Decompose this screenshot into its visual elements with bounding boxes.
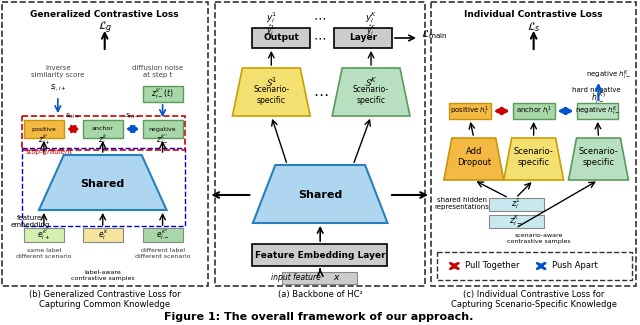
Text: $\cdots$: $\cdots$ xyxy=(314,85,329,100)
Text: (b) Generalized Contrastive Loss for
Capturing Common Knowledge: (b) Generalized Contrastive Loss for Cap… xyxy=(29,290,180,309)
Bar xyxy=(431,2,636,286)
Bar xyxy=(24,228,64,242)
Text: Scenario-
specific: Scenario- specific xyxy=(579,147,618,167)
Bar xyxy=(24,120,64,138)
Text: feature
embedding: feature embedding xyxy=(10,215,49,228)
Text: Generalized Contrastive Loss: Generalized Contrastive Loss xyxy=(31,10,179,19)
Text: $z^{k}_{i}$: $z^{k}_{i}$ xyxy=(98,133,108,148)
Bar xyxy=(216,2,425,286)
Text: different label
different scenario: different label different scenario xyxy=(135,248,190,259)
Text: shared hidden
representations: shared hidden representations xyxy=(435,197,489,210)
Text: negative: negative xyxy=(148,126,177,132)
Bar xyxy=(513,103,555,119)
Text: input feature: input feature xyxy=(271,274,321,282)
Text: Pull Together: Pull Together xyxy=(465,262,519,270)
Text: Scenario-
specific: Scenario- specific xyxy=(514,147,554,167)
Text: $\mathcal{L}_g$: $\mathcal{L}_g$ xyxy=(97,20,112,36)
Text: $\mathcal{S}^K$: $\mathcal{S}^K$ xyxy=(364,75,378,89)
Text: Layer: Layer xyxy=(349,33,377,43)
Bar xyxy=(83,228,123,242)
Text: $z^1_i$: $z^1_i$ xyxy=(511,197,521,212)
Polygon shape xyxy=(444,138,504,180)
Text: $\mathcal{S}^1$: $\mathcal{S}^1$ xyxy=(266,75,277,89)
Polygon shape xyxy=(504,138,564,180)
Bar xyxy=(449,103,491,119)
Text: $e^{k''}_{i-}$: $e^{k''}_{i-}$ xyxy=(156,227,169,242)
Text: $x$: $x$ xyxy=(333,274,340,282)
Text: $\hat{y}^1_i$: $\hat{y}^1_i$ xyxy=(266,23,276,38)
Bar xyxy=(489,215,543,228)
Text: label-aware
contrastive samples: label-aware contrastive samples xyxy=(71,270,134,281)
Text: $\mathcal{L}_{\mathrm{main}}$: $\mathcal{L}_{\mathrm{main}}$ xyxy=(421,29,448,41)
Bar xyxy=(143,120,182,138)
Polygon shape xyxy=(568,138,628,180)
Bar xyxy=(282,272,357,284)
Bar xyxy=(143,86,182,102)
Text: Add
Dropout: Add Dropout xyxy=(457,147,491,167)
Text: hard negative: hard negative xyxy=(572,87,621,93)
Polygon shape xyxy=(39,155,166,210)
Text: scenario-aware
contrastive samples: scenario-aware contrastive samples xyxy=(507,233,570,244)
Text: Shared: Shared xyxy=(298,190,342,200)
Text: $s_{i,i-}$: $s_{i,i-}$ xyxy=(125,111,140,121)
Bar xyxy=(334,28,392,48)
Text: positive: positive xyxy=(31,126,56,132)
Bar xyxy=(489,198,543,211)
Polygon shape xyxy=(332,68,410,116)
Text: Feature Embedding Layer: Feature Embedding Layer xyxy=(255,251,385,259)
Polygon shape xyxy=(232,68,310,116)
Text: (a) Backbone of HC²: (a) Backbone of HC² xyxy=(278,290,362,299)
Text: $e^{k}_{i}$: $e^{k}_{i}$ xyxy=(97,227,108,242)
Bar xyxy=(437,252,632,280)
Text: $y^K_i$: $y^K_i$ xyxy=(365,10,378,25)
Text: Shared: Shared xyxy=(81,179,125,189)
Text: $\cdots$: $\cdots$ xyxy=(313,32,326,45)
Bar xyxy=(252,28,310,48)
Text: stop-gradient: stop-gradient xyxy=(26,149,73,155)
Text: $\hat{y}^K_i$: $\hat{y}^K_i$ xyxy=(365,23,376,38)
Text: $s_{i,i+}$: $s_{i,i+}$ xyxy=(65,111,81,121)
Text: $z^{k'}_{i+}$: $z^{k'}_{i+}$ xyxy=(38,133,50,148)
Text: $z^K_{i-}$: $z^K_{i-}$ xyxy=(509,214,522,228)
Text: negative $h^K_{i-}$: negative $h^K_{i-}$ xyxy=(586,68,631,82)
Text: $z^{k''}_{i-}$: $z^{k''}_{i-}$ xyxy=(156,133,169,148)
Polygon shape xyxy=(253,165,387,223)
Text: anchor: anchor xyxy=(92,126,114,132)
Text: $\cdots$: $\cdots$ xyxy=(313,11,326,24)
Bar xyxy=(252,244,387,266)
Text: (c) Individual Contrastive Loss for
Capturing Scenario-Specific Knowledge: (c) Individual Contrastive Loss for Capt… xyxy=(451,290,617,309)
Bar xyxy=(22,148,184,226)
Text: Output: Output xyxy=(263,33,300,43)
Text: anchor $h^1_i$: anchor $h^1_i$ xyxy=(516,104,552,118)
Bar xyxy=(83,120,123,138)
Bar xyxy=(143,228,182,242)
Text: Push Apart: Push Apart xyxy=(552,262,597,270)
Text: same label
different scenario: same label different scenario xyxy=(16,248,72,259)
Text: Individual Contrastive Loss: Individual Contrastive Loss xyxy=(465,10,603,19)
Text: $z^{k''}_{i-}(t)$: $z^{k''}_{i-}(t)$ xyxy=(151,86,174,101)
Text: positive $h^1_i$: positive $h^1_i$ xyxy=(450,104,490,118)
Bar xyxy=(22,116,184,150)
Text: $y^1_i$: $y^1_i$ xyxy=(266,10,277,25)
Text: $h^{(K)}_{i-}$: $h^{(K)}_{i-}$ xyxy=(591,90,606,106)
Bar xyxy=(2,2,209,286)
Text: negative $h^K_{i-}$: negative $h^K_{i-}$ xyxy=(575,104,620,118)
Bar xyxy=(577,103,618,119)
Text: Figure 1: The overall framework of our approach.: Figure 1: The overall framework of our a… xyxy=(164,312,474,322)
Text: Scenario-
specific: Scenario- specific xyxy=(253,85,289,105)
Text: inverse
similarity score: inverse similarity score xyxy=(31,66,84,79)
Text: diffusion noise
at step t: diffusion noise at step t xyxy=(132,66,183,79)
Text: $\mathcal{L}_s$: $\mathcal{L}_s$ xyxy=(527,20,541,34)
Text: $e^{k'}_{i+}$: $e^{k'}_{i+}$ xyxy=(37,227,51,242)
Text: $s_{i,i+}$: $s_{i,i+}$ xyxy=(49,83,66,93)
Text: Scenario-
specific: Scenario- specific xyxy=(353,85,389,105)
